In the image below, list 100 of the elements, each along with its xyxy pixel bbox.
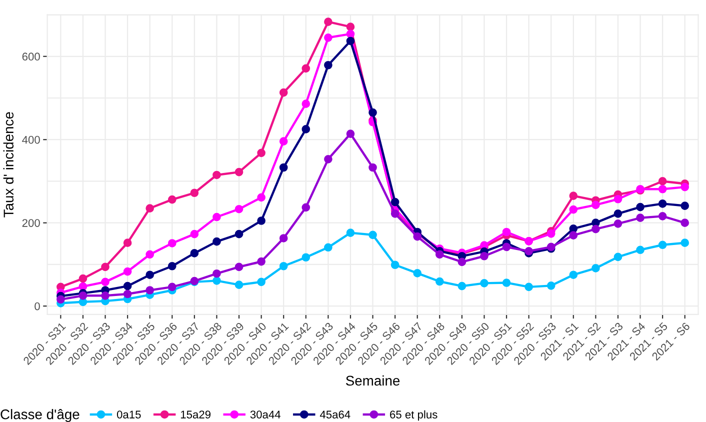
point xyxy=(190,249,199,258)
legend-title: Classe d'âge xyxy=(0,409,80,422)
point xyxy=(324,60,332,70)
point xyxy=(390,260,400,270)
legend-label: 65 et plus xyxy=(390,410,438,421)
x-axis-title: Semaine xyxy=(346,375,400,386)
point xyxy=(636,202,644,212)
point xyxy=(658,177,667,186)
point xyxy=(614,194,622,204)
legend-label: 15a29 xyxy=(180,410,210,418)
point xyxy=(257,278,266,286)
point xyxy=(390,210,400,218)
point xyxy=(123,238,132,247)
point xyxy=(123,267,132,276)
point xyxy=(346,228,355,237)
point xyxy=(368,230,377,240)
y-tick-label: 0 xyxy=(34,302,40,310)
point xyxy=(302,125,310,134)
point xyxy=(101,278,110,286)
legend-label: 45a64 xyxy=(320,410,350,418)
point xyxy=(123,290,132,298)
point xyxy=(569,231,578,240)
point xyxy=(257,193,266,202)
point xyxy=(458,282,466,290)
y-tick-label: 200 xyxy=(22,219,40,227)
point xyxy=(502,278,511,287)
point xyxy=(78,282,88,291)
point xyxy=(146,286,154,294)
y-tick-label: 600 xyxy=(22,52,40,61)
point xyxy=(190,230,199,238)
point xyxy=(234,204,244,214)
point xyxy=(346,36,355,46)
point xyxy=(279,262,288,270)
point xyxy=(368,163,377,172)
point xyxy=(435,250,444,259)
point xyxy=(658,212,667,220)
point xyxy=(324,33,332,42)
point xyxy=(234,280,244,290)
point xyxy=(168,282,176,292)
point xyxy=(346,130,355,138)
point xyxy=(658,200,667,208)
y-axis-title: Taux d' incidence xyxy=(3,112,14,218)
point xyxy=(279,163,288,172)
point xyxy=(346,30,355,38)
point xyxy=(234,168,244,176)
point xyxy=(279,88,288,97)
point xyxy=(257,257,266,266)
point xyxy=(101,291,110,300)
point xyxy=(78,291,88,300)
point xyxy=(480,279,488,288)
point xyxy=(324,18,332,26)
point xyxy=(502,228,511,236)
point xyxy=(146,204,154,212)
point xyxy=(302,203,310,212)
point xyxy=(569,205,578,214)
point xyxy=(546,229,556,238)
point xyxy=(302,100,310,108)
point xyxy=(168,195,176,204)
point xyxy=(212,170,221,180)
point xyxy=(569,224,578,233)
point xyxy=(592,200,600,210)
point xyxy=(592,264,600,272)
point xyxy=(390,198,400,206)
point xyxy=(257,216,266,225)
point xyxy=(234,262,244,272)
point xyxy=(680,218,690,228)
point xyxy=(123,282,132,290)
point xyxy=(368,108,377,117)
point xyxy=(680,202,690,210)
point xyxy=(212,212,221,222)
point xyxy=(413,232,422,241)
point xyxy=(413,269,422,278)
point xyxy=(279,234,288,242)
point xyxy=(546,282,556,290)
point xyxy=(480,252,488,260)
point xyxy=(146,250,154,259)
point xyxy=(524,246,533,256)
point xyxy=(302,253,310,262)
point xyxy=(101,262,110,272)
point xyxy=(279,137,288,146)
point xyxy=(614,252,622,262)
point xyxy=(234,230,244,238)
point xyxy=(302,64,310,73)
legend-label: 30a44 xyxy=(250,410,280,418)
point xyxy=(56,295,65,304)
point xyxy=(592,224,600,234)
point xyxy=(569,270,578,280)
point xyxy=(346,22,355,32)
point xyxy=(502,242,511,252)
point xyxy=(146,270,154,280)
point xyxy=(636,214,644,222)
point xyxy=(78,274,88,283)
point xyxy=(324,243,332,252)
point xyxy=(190,188,199,198)
point xyxy=(212,237,221,246)
point xyxy=(257,148,266,158)
point xyxy=(324,155,332,164)
point xyxy=(524,282,533,292)
point xyxy=(680,182,690,192)
point xyxy=(168,239,176,248)
